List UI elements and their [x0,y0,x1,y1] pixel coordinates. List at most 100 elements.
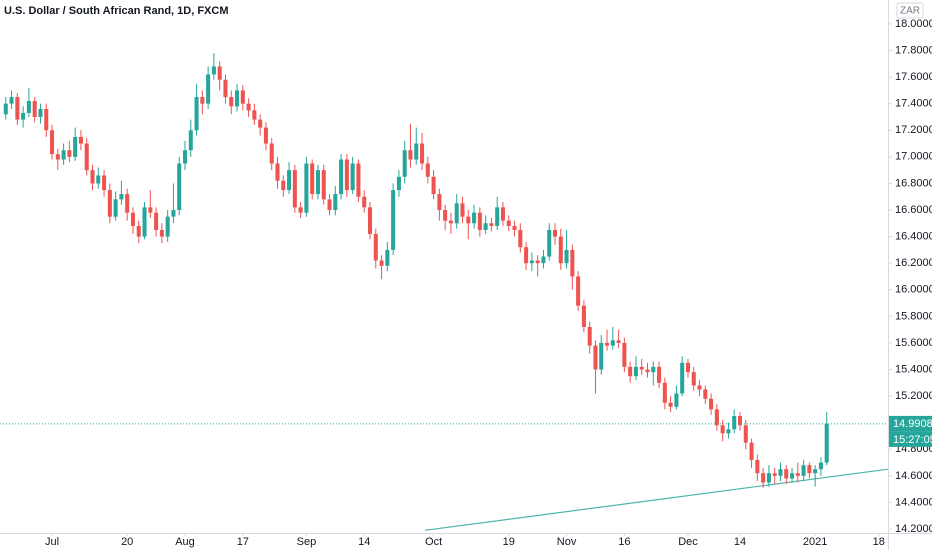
candle-body [535,260,540,264]
candle-body [477,212,482,230]
y-tick-label: 15.40000 [895,363,932,375]
candle-body [78,136,83,144]
candle-body [373,233,378,261]
candle-body [130,212,135,226]
candle-body [552,229,558,237]
candle-body [211,66,216,75]
candle-body [21,112,26,120]
candle-body [610,340,615,346]
x-tick-label: Oct [425,536,442,548]
candle-body [599,342,604,370]
candle-body [154,212,159,230]
candle-body [495,207,500,226]
candle-body [813,469,818,474]
y-tick-label: 16.20000 [895,257,932,269]
candle-body [148,207,153,213]
candle-body [50,130,55,155]
candle-body [200,97,205,104]
x-tick-label: 14 [358,536,370,548]
candle-body [454,203,459,224]
candle-body [142,207,147,237]
candle-body [263,127,268,144]
candle-body [801,465,806,476]
candle-body [258,119,263,128]
y-tick-label: 14.20000 [895,523,932,535]
candle-body [720,425,725,434]
candle-body [651,366,656,373]
candle-body [472,212,477,224]
y-tick-label: 17.00000 [895,151,932,163]
candle-body [755,459,760,474]
candle-body [67,150,72,157]
candle-body [32,101,37,117]
candle-body [766,473,771,483]
candle-body [547,229,552,257]
candle-body [420,143,425,164]
candle-body [96,175,101,184]
candle-body [466,216,471,224]
candle-body [240,90,245,104]
candle-body [784,469,789,479]
candle-body [460,203,465,217]
candle-body [287,170,292,191]
candle-body [229,97,234,107]
candle-body [119,194,124,200]
candle-body [171,210,176,217]
candle-body [633,366,638,377]
candle-body [605,342,610,346]
y-tick-label: 16.80000 [895,177,932,189]
candle-body [680,362,685,394]
candle-body [44,108,49,131]
countdown-label: 15:27:05 [893,434,932,446]
candle-body [448,220,453,224]
candle-body [593,345,598,370]
candle-body [84,143,89,171]
candle-body [385,249,390,266]
candle-body [402,150,407,177]
candle-body [639,366,644,370]
candle-body [714,409,719,426]
candle-body [217,66,222,80]
y-tick-label: 18.00000 [895,18,932,30]
y-tick-label: 16.40000 [895,230,932,242]
candle-body [414,143,419,160]
candle-body [315,170,320,195]
candle-body [749,442,754,460]
x-tick-label: Aug [175,536,195,548]
candle-body [732,416,737,430]
candle-body [356,163,361,197]
candle-body [541,256,546,264]
candle-body [529,260,534,264]
candle-body [576,276,581,306]
candle-body [818,462,823,470]
candle-body [703,389,708,399]
candle-body [622,342,627,367]
candle-body [437,194,442,211]
candle-body [3,103,8,115]
candle-body [38,108,43,117]
candle-body [292,170,297,208]
candle-body [425,163,430,177]
countdown-box [889,431,932,447]
candle-body [761,473,766,483]
candle-body [9,97,14,104]
candle-body [662,382,667,403]
x-tick-label: 16 [618,536,630,548]
candle-body [350,163,355,191]
candle-body [136,225,141,237]
candle-body [483,223,488,230]
currency-label: ZAR [900,6,920,17]
candle-body [275,163,280,181]
candle-body [182,150,188,164]
candle-body [188,130,193,151]
y-tick-label: 14.60000 [895,470,932,482]
candle-body [697,385,702,390]
candle-body [807,465,812,474]
y-tick-label: 16.00000 [895,284,932,296]
candle-body [125,194,130,213]
candle-body [743,425,748,443]
x-tick-label: 18 [873,536,885,548]
candle-body [159,229,164,237]
candle-body [506,220,511,226]
y-tick-label: 15.20000 [895,390,932,402]
